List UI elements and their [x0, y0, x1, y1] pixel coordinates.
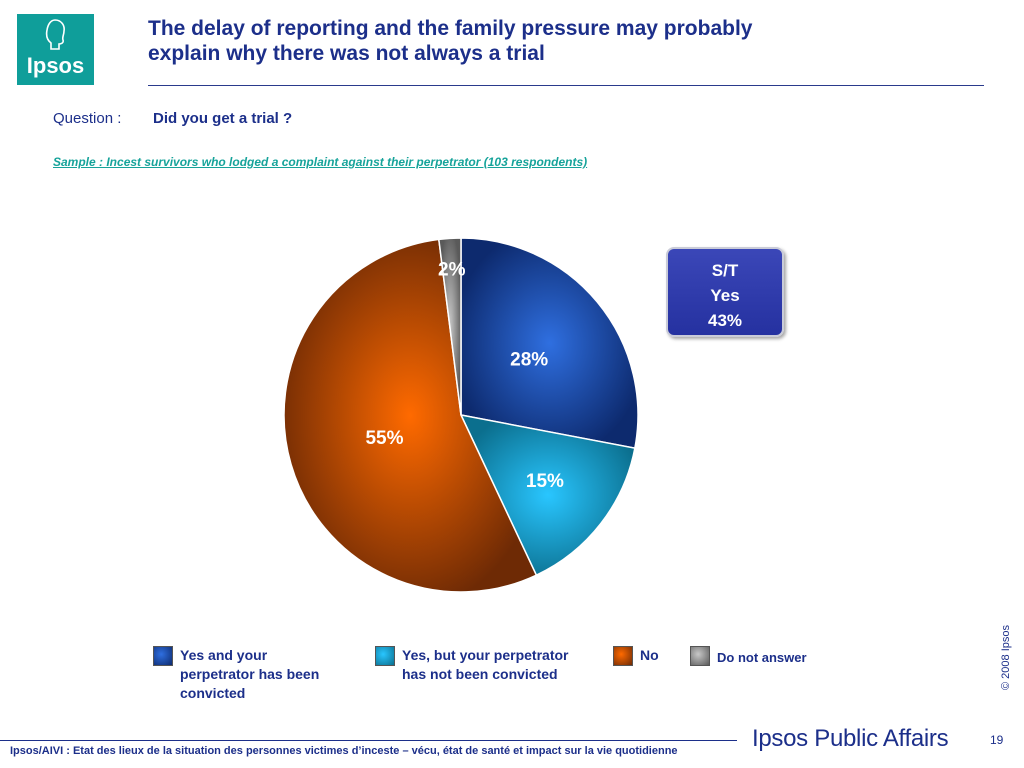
footer-brand: Ipsos Public Affairs [752, 725, 949, 752]
legend-text: perpetrator has been [180, 666, 320, 682]
legend-item-no: No [613, 646, 659, 666]
legend-item-convicted: Yes and your perpetrator has been convic… [153, 646, 319, 703]
slice-no [283, 238, 538, 593]
title-line-1: The delay of reporting and the family pr… [148, 17, 753, 40]
title-line-2: explain why there was not always a trial [148, 42, 545, 65]
legend-text: Yes and your [180, 647, 268, 663]
data-label: 2% [438, 259, 466, 280]
footer-divider [0, 740, 737, 741]
data-label: 15% [526, 471, 564, 492]
head-silhouette-icon [45, 19, 65, 50]
copyright: © 2008 Ipsos [1000, 625, 1012, 690]
legend-text: Yes, but your perpetrator [402, 647, 569, 663]
page-number: 19 [990, 733, 1004, 747]
slice-not-convicted [459, 413, 636, 577]
pie-chart: 28% 15% 55% 2% [283, 237, 639, 593]
sample-description: Sample : Incest survivors who lodged a c… [53, 155, 588, 169]
legend-swatch-convicted [153, 646, 173, 666]
title-divider [148, 85, 984, 86]
subtotal-line-2: Yes [710, 286, 740, 305]
legend-label-no-answer: Do not answer [717, 646, 807, 667]
legend-text: Do not answer [717, 650, 807, 665]
subtotal-line-3: 43% [707, 311, 743, 330]
legend-item-not-convicted: Yes, but your perpetrator has not been c… [375, 646, 568, 684]
legend-text: No [640, 647, 659, 663]
data-label: 55% [365, 428, 403, 449]
legend-label-not-convicted: Yes, but your perpetrator has not been c… [402, 646, 568, 684]
legend-item-no-answer: Do not answer [690, 646, 807, 667]
legend-label-convicted: Yes and your perpetrator has been convic… [180, 646, 319, 703]
legend-label-no: No [640, 646, 659, 665]
page-title: The delay of reporting and the family pr… [148, 16, 948, 66]
subtotal-line-1: S/T [711, 261, 739, 280]
slice-no-answer [437, 237, 462, 416]
data-label: 28% [510, 350, 548, 371]
slice-convicted [460, 237, 639, 450]
question-label: Question : [53, 110, 122, 127]
legend-swatch-no-answer [690, 646, 710, 666]
legend-text: convicted [180, 685, 246, 701]
logo-text: Ipsos [26, 53, 85, 78]
legend-text: has not been convicted [402, 666, 558, 682]
legend-swatch-not-convicted [375, 646, 395, 666]
ipsos-logo: Ipsos [17, 14, 94, 85]
legend-swatch-no [613, 646, 633, 666]
question-text: Did you get a trial ? [153, 110, 293, 127]
subtotal-yes-box: S/T Yes 43% [666, 247, 784, 337]
footer-text: Ipsos/AIVI : Etat des lieux de la situat… [10, 745, 678, 757]
